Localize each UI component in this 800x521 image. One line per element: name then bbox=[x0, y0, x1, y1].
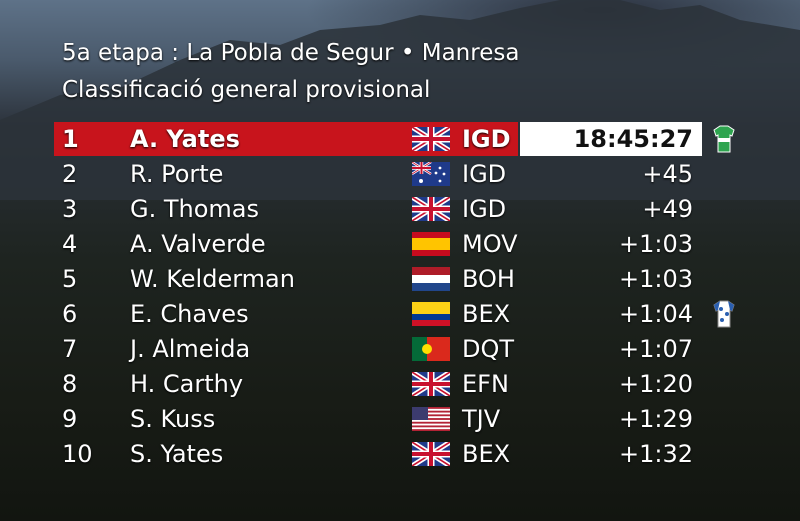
country-flag bbox=[412, 197, 450, 221]
time-gap: +1:07 bbox=[618, 335, 693, 363]
standings-row: 4 A. Valverde MOV +1:03 bbox=[0, 227, 800, 261]
jersey-icon bbox=[713, 300, 735, 328]
time-gap: +1:32 bbox=[618, 440, 693, 468]
time-gap: 18:45:27 bbox=[573, 125, 693, 153]
country-flag bbox=[412, 267, 450, 291]
rider-name: A. Valverde bbox=[130, 230, 266, 258]
standings-row: 7 J. Almeida DQT +1:07 bbox=[0, 332, 800, 366]
rank: 10 bbox=[62, 440, 93, 468]
time-gap: +1:04 bbox=[618, 300, 693, 328]
rider-name: S. Kuss bbox=[130, 405, 216, 433]
rank: 2 bbox=[62, 160, 78, 188]
stage-title: 5a etapa : La Pobla de Segur • Manresa bbox=[62, 40, 520, 66]
team-code: IGD bbox=[462, 195, 507, 223]
standings-row: 10 S. Yates BEX +1:32 bbox=[0, 437, 800, 471]
team-code: BOH bbox=[462, 265, 515, 293]
time-gap: +1:03 bbox=[618, 265, 693, 293]
team-code: BEX bbox=[462, 300, 511, 328]
rank: 7 bbox=[62, 335, 78, 363]
rank: 6 bbox=[62, 300, 78, 328]
rank: 3 bbox=[62, 195, 78, 223]
time-gap: +45 bbox=[642, 160, 693, 188]
country-flag bbox=[412, 302, 450, 326]
team-code: IGD bbox=[462, 160, 507, 188]
time-gap: +1:29 bbox=[618, 405, 693, 433]
rank: 1 bbox=[62, 125, 79, 153]
country-flag bbox=[412, 407, 450, 431]
country-flag bbox=[412, 162, 450, 186]
team-code: EFN bbox=[462, 370, 509, 398]
rider-name: S. Yates bbox=[130, 440, 224, 468]
team-code: BEX bbox=[462, 440, 511, 468]
time-gap: +49 bbox=[642, 195, 693, 223]
jersey-icon bbox=[713, 125, 735, 153]
time-box bbox=[520, 122, 702, 156]
rank: 5 bbox=[62, 265, 78, 293]
standings-row: 2 R. Porte IGD +45 bbox=[0, 157, 800, 191]
team-code: DQT bbox=[462, 335, 515, 363]
rank: 4 bbox=[62, 230, 78, 258]
country-flag bbox=[412, 337, 450, 361]
rider-name: W. Kelderman bbox=[130, 265, 295, 293]
country-flag bbox=[412, 372, 450, 396]
team-code: TJV bbox=[462, 405, 501, 433]
rider-name: J. Almeida bbox=[130, 335, 251, 363]
classification-title: Classificació general provisional bbox=[62, 77, 431, 103]
standings-row: 6 E. Chaves BEX +1:04 bbox=[0, 297, 800, 331]
team-code: IGD bbox=[462, 125, 511, 153]
rider-name: H. Carthy bbox=[130, 370, 244, 398]
rank: 9 bbox=[62, 405, 78, 433]
country-flag bbox=[412, 232, 450, 256]
country-flag bbox=[412, 127, 450, 151]
time-gap: +1:03 bbox=[618, 230, 693, 258]
standings-row: 3 G. Thomas IGD +49 bbox=[0, 192, 800, 226]
country-flag bbox=[412, 442, 450, 466]
standings-row: 9 S. Kuss TJV +1:29 bbox=[0, 402, 800, 436]
standings-row: 8 H. Carthy EFN +1:20 bbox=[0, 367, 800, 401]
rider-name: R. Porte bbox=[130, 160, 224, 188]
rider-name: G. Thomas bbox=[130, 195, 259, 223]
standings-row: 1 A. Yates IGD 18:45:27 bbox=[0, 122, 800, 156]
standings-row: 5 W. Kelderman BOH +1:03 bbox=[0, 262, 800, 296]
rider-name: A. Yates bbox=[130, 125, 240, 153]
time-gap: +1:20 bbox=[618, 370, 693, 398]
team-code: MOV bbox=[462, 230, 518, 258]
rider-name: E. Chaves bbox=[130, 300, 249, 328]
rank: 8 bbox=[62, 370, 78, 398]
